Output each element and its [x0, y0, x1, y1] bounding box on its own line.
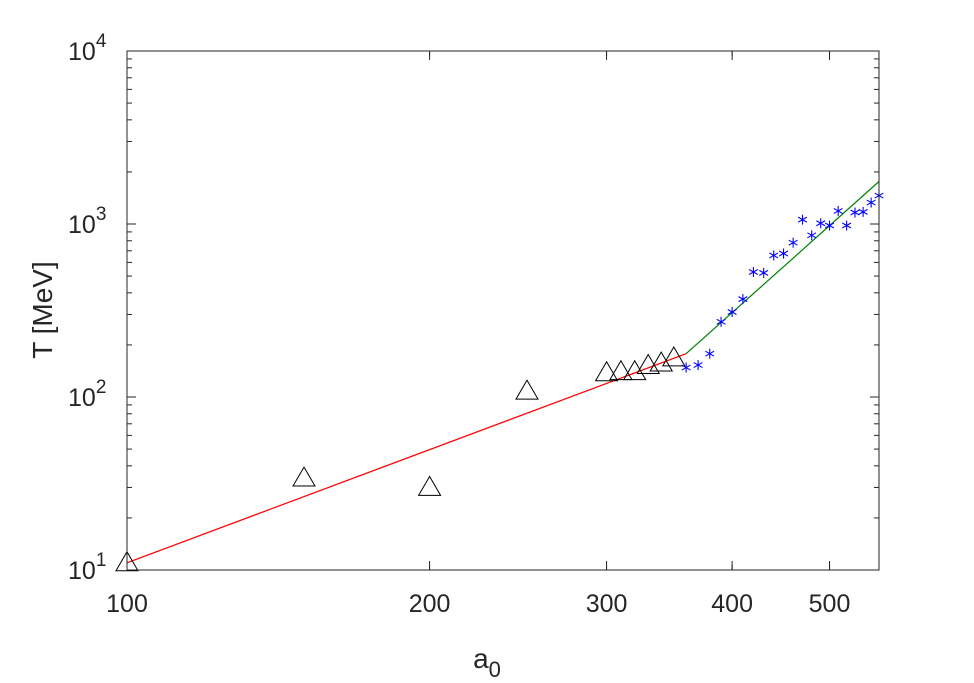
triangle-marker: [649, 351, 674, 372]
x-axis-title: a0: [473, 643, 501, 682]
asterisk-marker: [705, 348, 715, 359]
fit-line: [685, 181, 880, 355]
asterisk-stroke: [778, 250, 789, 257]
y-tick-label: 101: [68, 550, 106, 585]
triangle-marker: [292, 466, 316, 487]
x-axis-title-subscript: 0: [489, 657, 501, 682]
asterisk-marker: [693, 360, 703, 371]
asterisk-marker: [716, 316, 726, 327]
asterisk-marker: [681, 362, 691, 373]
asterisk-marker: [797, 214, 808, 225]
y-tick-label-base: 10: [68, 557, 96, 585]
asterisk-stroke: [850, 209, 860, 216]
y-tick-label-base: 10: [68, 38, 96, 66]
asterisk-stroke: [693, 362, 703, 369]
asterisk-marker: [727, 306, 737, 317]
triangle-marker: [115, 550, 139, 572]
triangle-marker: [661, 346, 686, 367]
asterisk-marker: [842, 220, 852, 231]
fit-line: [126, 353, 687, 564]
asterisk-stroke: [716, 318, 726, 325]
asterisk-stroke: [759, 269, 769, 276]
asterisk-stroke: [858, 208, 868, 215]
x-tick-label: 500: [809, 590, 851, 618]
x-tick-label: 100: [106, 590, 148, 618]
asterisk-stroke: [842, 222, 852, 229]
asterisk-marker: [858, 206, 868, 217]
asterisk-stroke: [748, 269, 759, 275]
asterisk-stroke: [833, 207, 843, 214]
triangle-marker: [594, 360, 619, 382]
asterisk-marker: [824, 220, 835, 231]
asterisk-marker: [738, 294, 748, 305]
x-axis-title-main: a: [473, 643, 489, 674]
x-tick-label: 300: [586, 590, 628, 618]
asterisk-stroke: [824, 222, 835, 229]
asterisk-marker: [759, 267, 769, 278]
asterisk-marker: [833, 205, 843, 216]
y-tick-label: 102: [68, 377, 106, 412]
y-tick-label-base: 10: [68, 211, 96, 239]
asterisk-stroke: [788, 239, 798, 246]
asterisk-marker: [788, 237, 798, 248]
x-tick-label: 400: [711, 590, 753, 618]
asterisk-stroke: [866, 199, 876, 206]
asterisk-marker: [850, 207, 860, 218]
asterisk-stroke: [705, 350, 715, 357]
asterisk-stroke: [738, 296, 748, 303]
plot-frame: [126, 50, 880, 571]
triangle-marker: [622, 359, 647, 381]
plot-area: [127, 51, 879, 570]
asterisk-marker: [816, 218, 826, 229]
asterisk-marker: [866, 197, 876, 208]
y-tick-label-exponent: 2: [96, 377, 107, 398]
asterisk-marker: [769, 250, 779, 261]
y-tick-label: 103: [68, 204, 106, 239]
asterisk-stroke: [797, 216, 808, 223]
asterisk-marker: [807, 230, 817, 241]
asterisk-stroke: [681, 364, 691, 371]
fit-lines: [126, 181, 880, 564]
x-tick-labels: 100 200 300 400 500: [106, 590, 850, 618]
asterisk-stroke: [807, 232, 817, 239]
asterisk-stroke: [769, 252, 779, 259]
triangle-marker: [515, 379, 539, 400]
y-tick-label-exponent: 3: [96, 204, 107, 225]
x-tick-label: 200: [409, 590, 451, 618]
asterisk-stroke: [816, 220, 826, 227]
y-tick-label-exponent: 4: [96, 31, 107, 52]
triangle-marker: [609, 359, 633, 381]
asterisk-stroke: [727, 309, 737, 315]
y-axis-title: T [MeV]: [27, 261, 58, 359]
asterisk-marker: [748, 266, 759, 277]
triangle-marker: [417, 475, 442, 496]
y-tick-label-exponent: 1: [96, 550, 107, 571]
y-tick-label-base: 10: [68, 384, 96, 412]
asterisk-marker: [778, 248, 789, 259]
y-tick-label: 104: [68, 31, 107, 66]
